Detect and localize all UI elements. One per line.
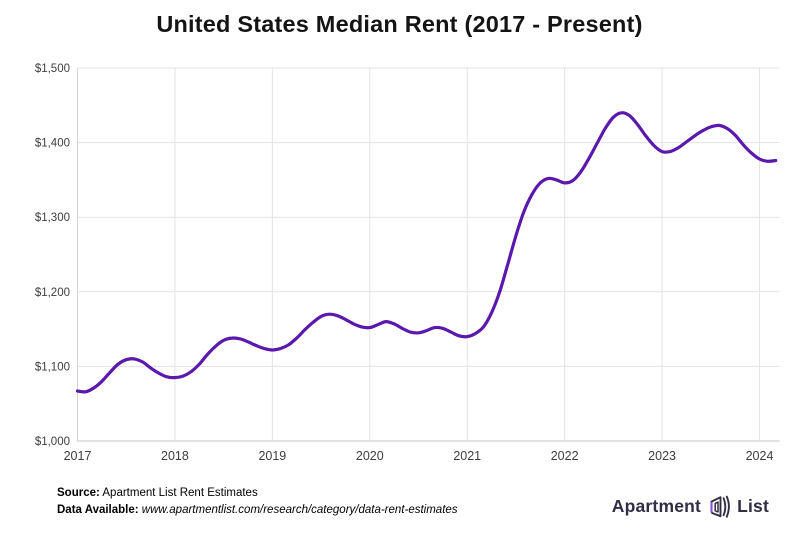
y-axis-tick-label: $1,200 [35,287,70,299]
x-axis-tick-label: 2018 [161,449,189,463]
chart-footer: Source: Apartment List Rent Estimates Da… [57,485,458,519]
chart-title: United States Median Rent (2017 - Presen… [156,11,643,37]
x-axis-tick-label: 2017 [64,449,92,463]
y-axis-tick-label: $1,000 [35,436,70,448]
apartment-list-logo: Apartment List [612,492,769,520]
x-axis-tick-label: 2020 [356,449,384,463]
y-axis-tick-label: $1,400 [35,138,70,150]
x-axis-tick-label: 2023 [648,449,676,463]
source-label: Source: [57,487,100,499]
data-available-label: Data Available: [57,504,139,516]
logo-word-apartment: Apartment [611,495,702,516]
x-axis-tick-label: 2021 [453,449,481,463]
y-axis-tick-label: $1,500 [35,63,70,75]
apartment-list-door-icon [710,495,730,518]
rent-line-series [75,111,778,394]
source-value: Apartment List Rent Estimates [99,487,258,499]
source-line: Source: Apartment List Rent Estimates [57,485,458,502]
y-axis-tick-label: $1,100 [35,361,70,373]
x-axis-tick-label: 2024 [746,449,774,463]
y-axis-tick-label: $1,300 [35,212,70,224]
x-axis-tick-label: 2019 [258,449,286,463]
data-available-url: www.apartmentlist.com/research/category/… [138,504,458,516]
data-available-line: Data Available: www.apartmentlist.com/re… [57,502,458,519]
logo-word-list: List [737,495,769,516]
x-axis-tick-label: 2022 [551,449,579,463]
